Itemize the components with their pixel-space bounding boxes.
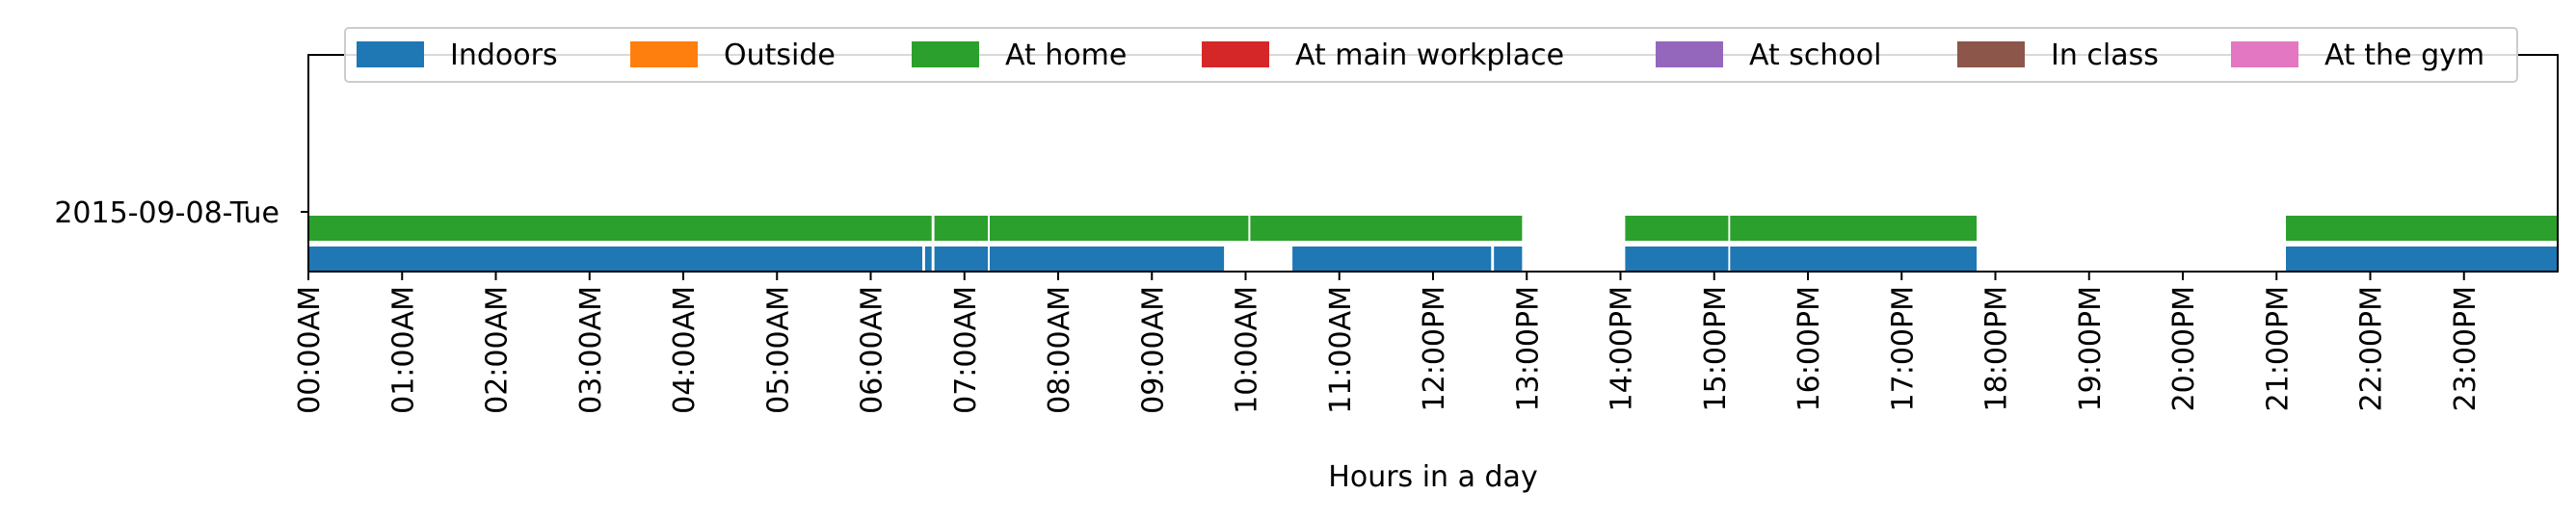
x-tick-label: 16:00PM bbox=[1793, 286, 1826, 411]
indoors-segment bbox=[924, 247, 932, 271]
x-axis-ticks: 00:00AM 01:00AM 02:00AM 03:00AM 04:00AM 05:00… bbox=[293, 272, 2483, 414]
legend-label-in-class: In class bbox=[2051, 39, 2159, 72]
indoors-segment bbox=[1730, 247, 1978, 271]
legend-label-outside: Outside bbox=[724, 39, 836, 72]
legend-swatch-at-main-workplace bbox=[1202, 41, 1269, 67]
legend-label-indoors: Indoors bbox=[450, 39, 558, 72]
x-tick-label: 07:00AM bbox=[949, 286, 983, 414]
at-home-segment bbox=[934, 216, 988, 241]
indoors-segment bbox=[1494, 247, 1523, 271]
at-home-segment bbox=[990, 216, 1249, 241]
indoors-segment bbox=[990, 247, 1225, 271]
x-tick-label: 03:00AM bbox=[574, 286, 608, 414]
x-tick-label: 17:00PM bbox=[1886, 286, 1920, 411]
x-tick-label: 05:00AM bbox=[761, 286, 795, 414]
x-tick-label: 19:00PM bbox=[2074, 286, 2108, 411]
indoors-segment bbox=[1292, 247, 1492, 271]
x-tick-label: 18:00PM bbox=[1980, 286, 2014, 411]
x-tick-label: 02:00AM bbox=[481, 286, 515, 414]
legend-swatch-at-home bbox=[912, 41, 979, 67]
activity-bars bbox=[308, 216, 2558, 271]
x-tick-label: 06:00AM bbox=[856, 286, 890, 414]
x-tick-label: 21:00PM bbox=[2261, 286, 2295, 411]
legend-label-at-the-gym: At the gym bbox=[2324, 39, 2484, 72]
legend-label-at-main-workplace: At main workplace bbox=[1295, 39, 1564, 72]
legend: Indoors Outside At home At main workplace At… bbox=[344, 27, 2518, 83]
x-tick-label: 04:00AM bbox=[668, 286, 702, 414]
legend-swatch-at-the-gym bbox=[2231, 41, 2298, 67]
row-label: 2015-09-08-Tue bbox=[54, 196, 279, 230]
x-tick-label: 01:00AM bbox=[386, 286, 420, 414]
legend-swatch-at-school bbox=[1656, 41, 1723, 67]
at-home-segment bbox=[308, 216, 932, 241]
x-tick-label: 15:00PM bbox=[1699, 286, 1733, 411]
x-tick-label: 11:00AM bbox=[1324, 286, 1358, 414]
indoors-segment bbox=[308, 247, 922, 271]
legend-label-at-school: At school bbox=[1749, 39, 1881, 72]
x-tick-label: 08:00AM bbox=[1043, 286, 1076, 414]
x-tick-label: 00:00AM bbox=[293, 286, 327, 414]
at-home-segment bbox=[1250, 216, 1523, 241]
x-tick-label: 23:00PM bbox=[2449, 286, 2483, 411]
legend-swatch-in-class bbox=[1957, 41, 2025, 67]
at-home-segment bbox=[1625, 216, 1729, 241]
x-tick-label: 10:00AM bbox=[1231, 286, 1264, 414]
indoors-segment bbox=[1625, 247, 1729, 271]
x-tick-label: 22:00PM bbox=[2355, 286, 2389, 411]
indoors-segment bbox=[2286, 247, 2558, 271]
x-tick-label: 12:00PM bbox=[1418, 286, 1451, 411]
legend-swatch-outside bbox=[630, 41, 698, 67]
x-tick-label: 09:00AM bbox=[1136, 286, 1170, 414]
x-tick-label: 14:00PM bbox=[1606, 286, 1639, 411]
legend-label-at-home: At home bbox=[1005, 39, 1127, 72]
x-tick-label: 20:00PM bbox=[2167, 286, 2201, 411]
legend-swatch-indoors bbox=[357, 41, 424, 67]
at-home-segment bbox=[1730, 216, 1978, 241]
x-axis-label: Hours in a day bbox=[1328, 460, 1537, 494]
at-home-segment bbox=[2286, 216, 2558, 241]
indoors-segment bbox=[934, 247, 988, 271]
x-tick-label: 13:00PM bbox=[1511, 286, 1545, 411]
